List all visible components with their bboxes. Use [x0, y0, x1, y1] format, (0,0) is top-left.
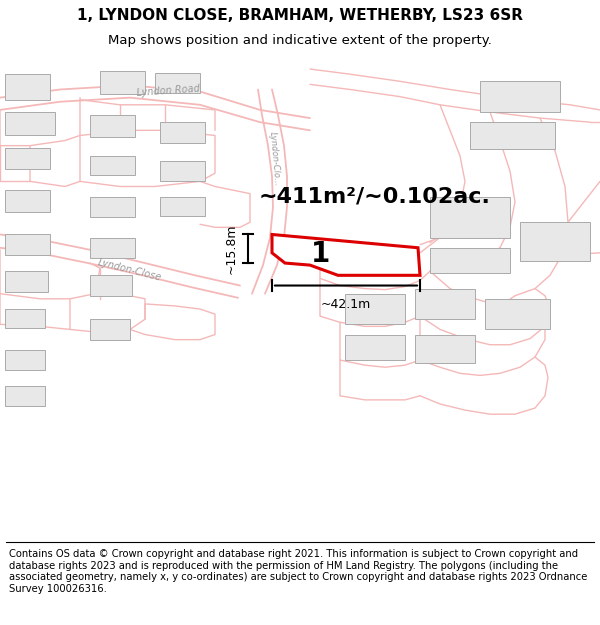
Polygon shape — [485, 299, 550, 329]
Text: ~411m²/~0.102ac.: ~411m²/~0.102ac. — [259, 187, 491, 207]
Polygon shape — [90, 115, 135, 138]
Polygon shape — [5, 350, 45, 370]
Text: Lyndon Road: Lyndon Road — [136, 83, 200, 98]
Text: Map shows position and indicative extent of the property.: Map shows position and indicative extent… — [108, 34, 492, 48]
Text: ~42.1m: ~42.1m — [321, 298, 371, 311]
Polygon shape — [5, 74, 50, 100]
Polygon shape — [100, 71, 145, 94]
Polygon shape — [520, 222, 590, 261]
Polygon shape — [480, 81, 560, 112]
Polygon shape — [90, 156, 135, 175]
Polygon shape — [430, 197, 510, 238]
Polygon shape — [160, 197, 205, 216]
Polygon shape — [5, 189, 50, 212]
Polygon shape — [415, 334, 475, 363]
Polygon shape — [5, 148, 50, 169]
Polygon shape — [5, 271, 48, 292]
Text: 1: 1 — [311, 240, 331, 268]
Polygon shape — [90, 276, 132, 296]
Polygon shape — [90, 197, 135, 217]
Polygon shape — [272, 234, 420, 276]
Polygon shape — [90, 319, 130, 339]
Polygon shape — [160, 161, 205, 181]
Polygon shape — [430, 248, 510, 273]
Text: Lyndon-Close: Lyndon-Close — [97, 258, 163, 283]
Polygon shape — [5, 386, 45, 406]
Polygon shape — [5, 234, 50, 255]
Polygon shape — [345, 334, 405, 360]
Polygon shape — [160, 122, 205, 142]
Polygon shape — [415, 289, 475, 319]
Text: 1, LYNDON CLOSE, BRAMHAM, WETHERBY, LS23 6SR: 1, LYNDON CLOSE, BRAMHAM, WETHERBY, LS23… — [77, 8, 523, 22]
Polygon shape — [5, 309, 45, 328]
Polygon shape — [345, 294, 405, 324]
Polygon shape — [5, 112, 55, 136]
Polygon shape — [470, 122, 555, 149]
Text: Contains OS data © Crown copyright and database right 2021. This information is : Contains OS data © Crown copyright and d… — [9, 549, 587, 594]
Polygon shape — [155, 73, 200, 92]
Text: Lyndon-Clo...: Lyndon-Clo... — [268, 131, 282, 186]
Polygon shape — [90, 238, 135, 258]
Text: ~15.8m: ~15.8m — [225, 224, 238, 274]
